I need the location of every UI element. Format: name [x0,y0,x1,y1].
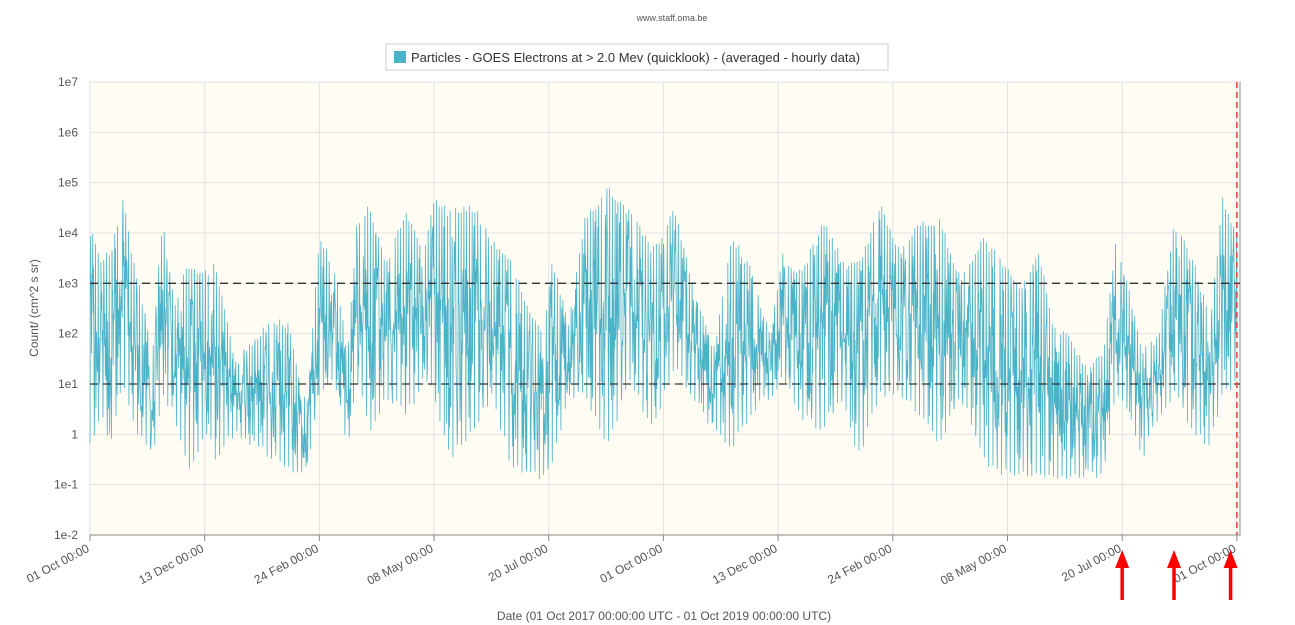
y-tick-label: 1e7 [58,75,78,89]
x-axis-title: Date (01 Oct 2017 00:00:00 UTC - 01 Oct … [497,609,831,623]
plot-area [89,81,1241,536]
y-tick-label: 1e1 [58,377,78,391]
y-tick-label: 1 [71,427,78,441]
legend-box [385,43,889,71]
y-tick-label: 1e5 [58,176,78,190]
x-tick-label: 13 Dec 00:00 [136,541,206,587]
legend[interactable]: Particles - GOES Electrons at > 2.0 Mev … [385,43,889,71]
x-axis: 01 Oct 00:00 13 Dec 00:00 24 Feb 00:00 08 M… [24,535,1239,588]
x-tick-label: 24 Feb 00:00 [825,541,894,587]
electron-flux-series [89,187,1238,480]
series-line [89,187,1238,480]
y-tick-label: 1e2 [58,327,78,341]
x-tick-label: 01 Oct 00:00 [24,541,92,586]
y-tick-label: 1e3 [58,276,78,290]
y-tick-label: 1e6 [58,125,78,139]
y-tick-label: 1e-2 [54,528,78,542]
x-tick-label: 24 Feb 00:00 [252,541,321,587]
annotation-arrow [1115,550,1130,600]
source-credit: www.staff.oma.be [636,13,708,23]
x-tick-label: 01 Oct 00:00 [598,541,666,586]
x-tick-label: 08 May 00:00 [938,541,1009,588]
x-tick-label: 20 Jul 00:00 [1059,541,1124,584]
y-tick-label: 1e4 [58,226,78,240]
legend-label: Particles - GOES Electrons at > 2.0 Mev … [411,50,860,65]
legend-swatch [394,51,406,63]
y-tick-label: 1e-1 [54,478,78,492]
annotation-arrow [1223,550,1238,600]
annotation-arrow [1167,550,1182,600]
y-axis-title: Count/ (cm^2 s sr) [27,259,41,357]
annotation-arrows [1115,550,1238,600]
threshold-lines [90,282,1240,385]
x-tick-label: 20 Jul 00:00 [486,541,551,584]
x-tick-label: 13 Dec 00:00 [710,541,780,587]
y-axis: 1e-2 1e-1 1 1e1 1e2 1e3 1e4 1e5 1e6 1e7 [54,75,78,542]
x-tick-label: 08 May 00:00 [365,541,436,588]
